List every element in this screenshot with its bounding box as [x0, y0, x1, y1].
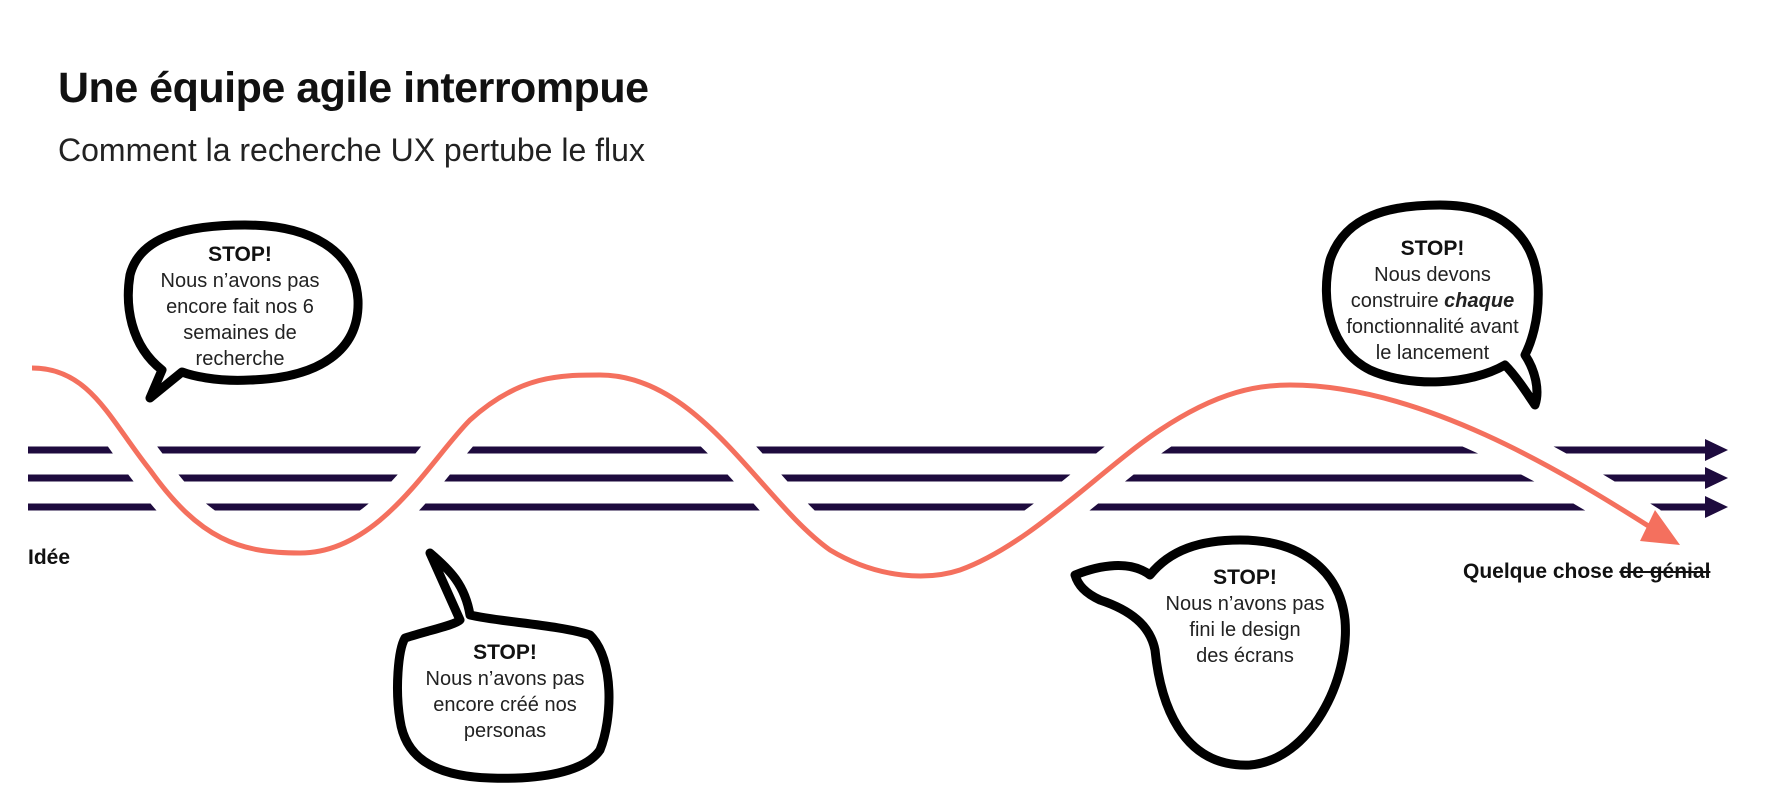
speech-bubble-3: [1070, 535, 1350, 770]
bubble-line: Nous n’avons pas: [425, 668, 585, 690]
bubble-line: construire chaque: [1325, 288, 1540, 314]
end-label: Quelque chose de génial: [1463, 560, 1710, 584]
bubble-3-text: STOP! Nous n’avons pas fini le design de…: [1145, 565, 1345, 669]
bubble-line: recherche: [195, 348, 285, 370]
arrow-right-icon: [1705, 496, 1728, 518]
start-label: Idée: [28, 546, 71, 569]
bubble-line: fonctionnalité avant: [1346, 316, 1519, 338]
bubble-line: Nous n’avons pas: [1165, 593, 1325, 615]
bubble-line: le lancement: [1375, 342, 1490, 364]
bubble-line: fini le design: [1189, 619, 1301, 641]
bubble-4-text: STOP! Nous devons construire chaque fonc…: [1325, 236, 1540, 366]
bubble-line: personas: [463, 720, 547, 742]
bubble-2-text: STOP! Nous n’avons pas encore créé nos p…: [400, 640, 610, 744]
bubble-stop: STOP!: [208, 243, 272, 266]
wave-line: [31, 365, 1652, 579]
arrow-right-icon: [1705, 467, 1728, 489]
bubble-stop: STOP!: [1400, 237, 1465, 260]
speech-bubble-4: [1321, 200, 1543, 410]
bubble-line: Nous devons: [1374, 264, 1491, 286]
speech-bubble-2: [393, 548, 614, 783]
bubble-line: semaines de: [183, 322, 297, 344]
bubble-line: des écrans: [1196, 645, 1294, 667]
page-title: Une équipe agile interrompue: [58, 64, 649, 112]
bubble-stop: STOP!: [1213, 566, 1277, 589]
bubble-line-part: construire: [1350, 290, 1445, 312]
wave-arrow-icon: [1640, 510, 1680, 545]
bubble-stop: STOP!: [473, 641, 537, 664]
end-label-text: Quelque chose: [1463, 560, 1620, 583]
bubble-line: Nous n’avons pas: [160, 270, 320, 292]
bubble-1-text: STOP! Nous n’avons pas encore fait nos 6…: [130, 242, 350, 372]
wave-gap: [30, 348, 1661, 596]
arrow-right-icon: [1705, 439, 1728, 461]
page-subtitle: Comment la recherche UX pertube le flux: [58, 132, 645, 168]
bubble-line: encore fait nos 6: [166, 296, 314, 318]
speech-bubble-1: [123, 220, 363, 403]
bubble-line: encore créé nos: [433, 694, 577, 716]
bubble-emphasis: chaque: [1444, 290, 1515, 312]
flow-lines: [28, 446, 1712, 511]
end-label-struck: de génial: [1619, 560, 1711, 583]
